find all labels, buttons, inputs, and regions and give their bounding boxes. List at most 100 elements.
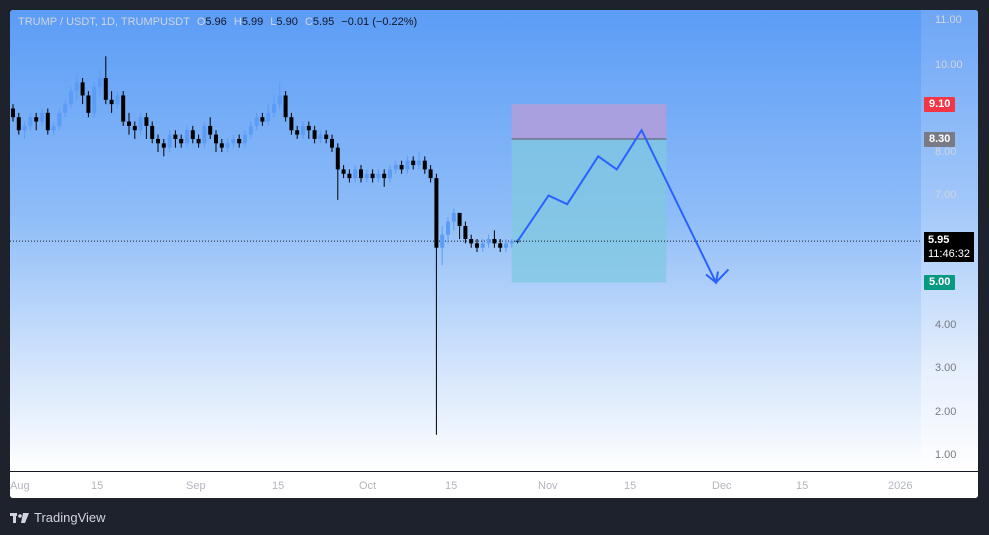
candle-body xyxy=(103,78,108,100)
candle-body xyxy=(28,117,33,126)
candle-body xyxy=(45,112,50,131)
candle-body xyxy=(109,99,114,105)
projection-path xyxy=(516,128,730,285)
candle-body xyxy=(382,173,387,179)
time-tick: 15 xyxy=(91,480,104,492)
candle-body xyxy=(92,86,97,113)
tradingview-brand[interactable]: TradingView xyxy=(10,510,106,525)
price-tick: 11.00 xyxy=(935,14,962,26)
tradingview-logo-icon xyxy=(10,512,29,523)
candle-body xyxy=(475,243,479,248)
low-value: 5.90 xyxy=(276,16,298,28)
candle-body xyxy=(185,130,189,144)
price-tick: 3.00 xyxy=(935,362,957,374)
candle-body xyxy=(260,117,265,122)
candle-body xyxy=(98,78,102,87)
current-price-badge: 5.95 11:46:32 xyxy=(924,232,975,262)
candle-body xyxy=(121,95,126,122)
bar-countdown: 11:46:32 xyxy=(928,248,971,260)
candle-body xyxy=(434,178,439,248)
candle-body xyxy=(57,112,62,126)
candle-body xyxy=(132,125,137,131)
candle-body xyxy=(243,134,247,144)
candle-body xyxy=(393,165,398,170)
brand-name: TradingView xyxy=(34,510,106,525)
candle-body xyxy=(69,91,73,105)
candle-body xyxy=(504,243,508,248)
candle-body xyxy=(388,169,392,179)
symbol-header: TRUMP / USDT, 1D, TRUMPUSDT O5.96 H5.99 … xyxy=(18,16,417,28)
target-price-badge: 5.00 xyxy=(924,275,956,290)
candle-body xyxy=(411,160,416,166)
candle-body xyxy=(156,138,160,144)
time-tick: Sep xyxy=(186,480,206,492)
price-tick: 4.00 xyxy=(935,319,957,331)
price-chart[interactable] xyxy=(10,10,921,471)
price-tick: 7.00 xyxy=(935,189,957,201)
candle-body xyxy=(289,117,294,131)
candle-body xyxy=(202,125,207,144)
candle-body xyxy=(399,165,404,170)
candle-body xyxy=(74,82,79,92)
candle-body xyxy=(196,138,201,144)
candle-body xyxy=(11,108,15,118)
candle-body xyxy=(463,225,468,239)
take-profit-zone xyxy=(511,138,667,283)
candle-body xyxy=(127,121,131,126)
candle-body xyxy=(231,138,236,144)
time-tick: 15 xyxy=(272,480,285,492)
candle-body xyxy=(417,160,421,166)
candle-body xyxy=(515,240,520,242)
price-tick: 1.00 xyxy=(935,449,957,461)
time-tick: Nov xyxy=(538,480,558,492)
chart-frame: TRUMP / USDT, 1D, TRUMPUSDT O5.96 H5.99 … xyxy=(10,10,978,498)
time-tick: 15 xyxy=(796,480,809,492)
time-tick: 15 xyxy=(624,480,637,492)
candle-body xyxy=(509,241,514,244)
candle-body xyxy=(364,173,369,179)
candle-body xyxy=(167,134,172,148)
time-tick: Aug xyxy=(10,480,30,492)
candle-body xyxy=(446,221,450,235)
candle-body xyxy=(219,143,224,148)
candle-body xyxy=(63,104,68,113)
candle-body xyxy=(150,125,155,139)
candle-body xyxy=(312,130,317,139)
candle-body xyxy=(254,117,259,126)
candle-body xyxy=(498,243,503,248)
candle-body xyxy=(469,239,474,244)
time-tick: Dec xyxy=(712,480,732,492)
stop-loss-badge: 9.10 xyxy=(924,97,956,112)
open-value: 5.96 xyxy=(205,16,227,28)
candle-body xyxy=(266,112,271,122)
candle-body xyxy=(480,243,485,248)
candle-body xyxy=(370,173,375,179)
candle-body xyxy=(179,138,184,144)
candle-body xyxy=(86,95,91,113)
price-axis[interactable]: 11.00 10.00 8.00 7.00 4.00 3.00 2.00 1.0… xyxy=(921,10,978,471)
candle-body xyxy=(306,125,311,131)
candle-body xyxy=(318,134,323,139)
candle-body xyxy=(144,117,149,126)
candle-body xyxy=(422,160,427,170)
candle-body xyxy=(173,134,178,139)
chart-plot-area[interactable]: TRUMP / USDT, 1D, TRUMPUSDT O5.96 H5.99 … xyxy=(10,10,921,471)
change-value: −0.01 (−0.22%) xyxy=(341,16,418,28)
candle-body xyxy=(51,125,56,131)
candle-body xyxy=(405,160,410,170)
time-axis[interactable]: Aug 15 Sep 15 Oct 15 Nov 15 Dec 15 2026 xyxy=(10,471,978,498)
candle-body xyxy=(161,143,166,148)
candle-body xyxy=(359,169,363,179)
candle-body xyxy=(248,125,253,135)
candle-body xyxy=(208,125,213,135)
candle-body xyxy=(22,125,27,131)
candle-body xyxy=(190,130,195,139)
close-label: C xyxy=(304,16,313,28)
candle-body xyxy=(214,134,218,144)
candle-body xyxy=(301,125,305,135)
candle-body xyxy=(115,95,120,105)
candle-body xyxy=(225,143,230,148)
candle-body xyxy=(324,134,329,139)
time-tick: 2026 xyxy=(888,480,913,492)
symbol-title[interactable]: TRUMP / USDT, 1D, TRUMPUSDT xyxy=(18,16,190,28)
